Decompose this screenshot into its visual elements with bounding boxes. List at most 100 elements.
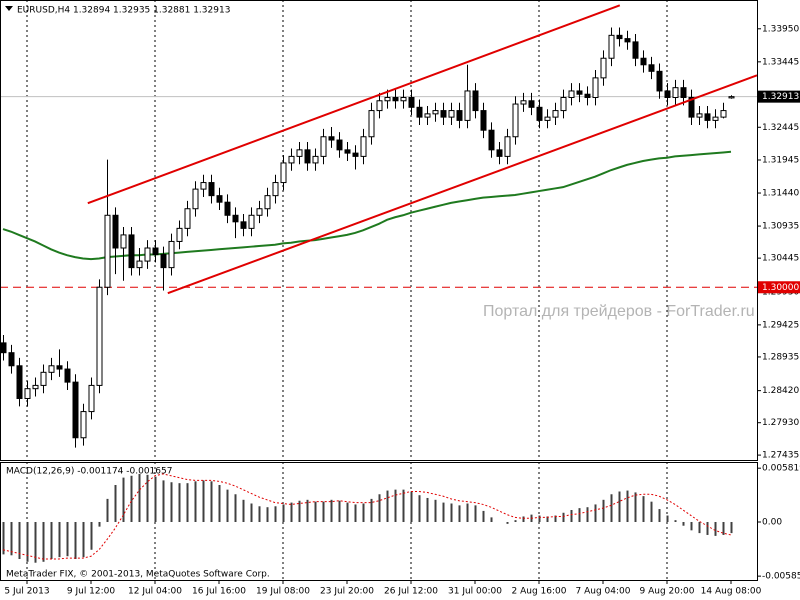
candle-body (408, 96, 415, 108)
y-tick-label: 1.31440 (762, 189, 799, 199)
candle-body (488, 129, 495, 151)
candle-body (256, 208, 263, 216)
macd-title: MACD(12,26,9) -0.001174 -0.001657 (6, 467, 172, 477)
candle-body (416, 106, 423, 118)
candle-body (512, 103, 519, 138)
price-label: 1.32913 (762, 92, 799, 102)
candle-body (544, 116, 551, 121)
candle-body (328, 136, 335, 141)
candle-body (552, 110, 559, 118)
y-tick-label: 1.27930 (762, 418, 799, 428)
y-tick-label: 1.32445 (762, 123, 799, 133)
candle-body (720, 110, 727, 118)
candle-body (160, 254, 167, 269)
candle-body (664, 90, 671, 98)
chart-title: EURUSD,H4 1.32894 1.32935 1.32881 1.3291… (17, 6, 230, 16)
candle-body (632, 41, 639, 59)
candle-body (16, 365, 23, 399)
candle-body (640, 57, 647, 66)
candle-body (472, 90, 479, 112)
candle-body (344, 149, 351, 154)
moving-average (2, 150, 732, 261)
candle-body (296, 149, 303, 157)
candle-body (280, 162, 287, 184)
x-tick-label: 23 Jul 20:00 (320, 587, 374, 597)
candle-body (320, 136, 327, 157)
y-tick-label: 1.29425 (762, 320, 799, 330)
candle-body (712, 116, 719, 121)
candle-body (392, 96, 399, 102)
y-tick-label: 1.28935 (762, 352, 799, 362)
x-tick-label: 9 Aug 20:00 (640, 587, 695, 597)
candle-body (232, 214, 239, 223)
candle-body (336, 139, 343, 151)
candle-body (136, 260, 143, 269)
candle-body (104, 214, 111, 288)
candle-body (200, 182, 207, 190)
candle-body (696, 113, 703, 118)
candle-body (168, 240, 175, 269)
axes: 1.274351.279301.284201.289351.294251.299… (4, 24, 800, 597)
candle-body (624, 38, 631, 43)
y-tick-label: 1.30935 (762, 222, 799, 232)
y-tick-label: 0.005819 (762, 464, 800, 474)
candle-body (680, 87, 687, 98)
candle-body (656, 70, 663, 92)
candle-body (112, 214, 119, 249)
price-panel (0, 4, 757, 448)
copyright: MetaTrader FIX, © 2001-2013, MetaQuotes … (6, 570, 270, 580)
candle-body (672, 87, 679, 98)
macd-signal (2, 473, 732, 560)
x-tick-label: 14 Aug 08:00 (701, 587, 762, 597)
candle-body (144, 247, 151, 262)
candle-body (56, 365, 63, 370)
macd-panel (2, 473, 733, 563)
candle-body (648, 64, 655, 72)
candle-body (368, 110, 375, 138)
candle-body (240, 221, 247, 229)
candle-body (448, 110, 455, 118)
candle-body (312, 155, 319, 164)
y-tick-label: 1.27435 (762, 451, 799, 461)
candle-body (176, 227, 183, 242)
candle-body (496, 149, 503, 157)
candle-body (384, 96, 391, 102)
candle-body (192, 188, 199, 210)
candle-body (80, 411, 87, 439)
candle-body (32, 384, 39, 390)
candle-body (400, 96, 407, 102)
candle-body (304, 149, 311, 164)
level-label-box (758, 281, 800, 294)
candle-body (128, 234, 135, 269)
price-label-box (758, 90, 800, 103)
x-tick-label: 19 Jul 08:00 (256, 587, 310, 597)
candle-body (576, 90, 583, 95)
candle-body (688, 96, 695, 118)
candle-body (352, 152, 359, 157)
candle-body (40, 371, 47, 386)
candle-body (424, 113, 431, 118)
x-tick-label: 16 Jul 16:00 (192, 587, 246, 597)
y-tick-label: 1.28420 (762, 386, 799, 396)
candle-body (728, 96, 735, 99)
candle-body (48, 365, 55, 373)
candle-body (120, 234, 127, 249)
candle-body (592, 77, 599, 98)
x-tick-label: 7 Aug 04:00 (576, 587, 631, 597)
x-tick-label: 5 Jul 2013 (4, 587, 49, 597)
candle-body (520, 100, 527, 105)
candle-body (88, 384, 95, 413)
candle-body (224, 201, 231, 216)
trendline (167, 74, 757, 295)
candle-body (528, 100, 535, 108)
candle-body (456, 110, 463, 121)
candle-body (24, 388, 31, 399)
candle-body (248, 214, 255, 229)
candle-body (480, 110, 487, 131)
candle-body (568, 90, 575, 98)
macd-frame (0, 462, 758, 581)
candle-body (504, 136, 511, 157)
